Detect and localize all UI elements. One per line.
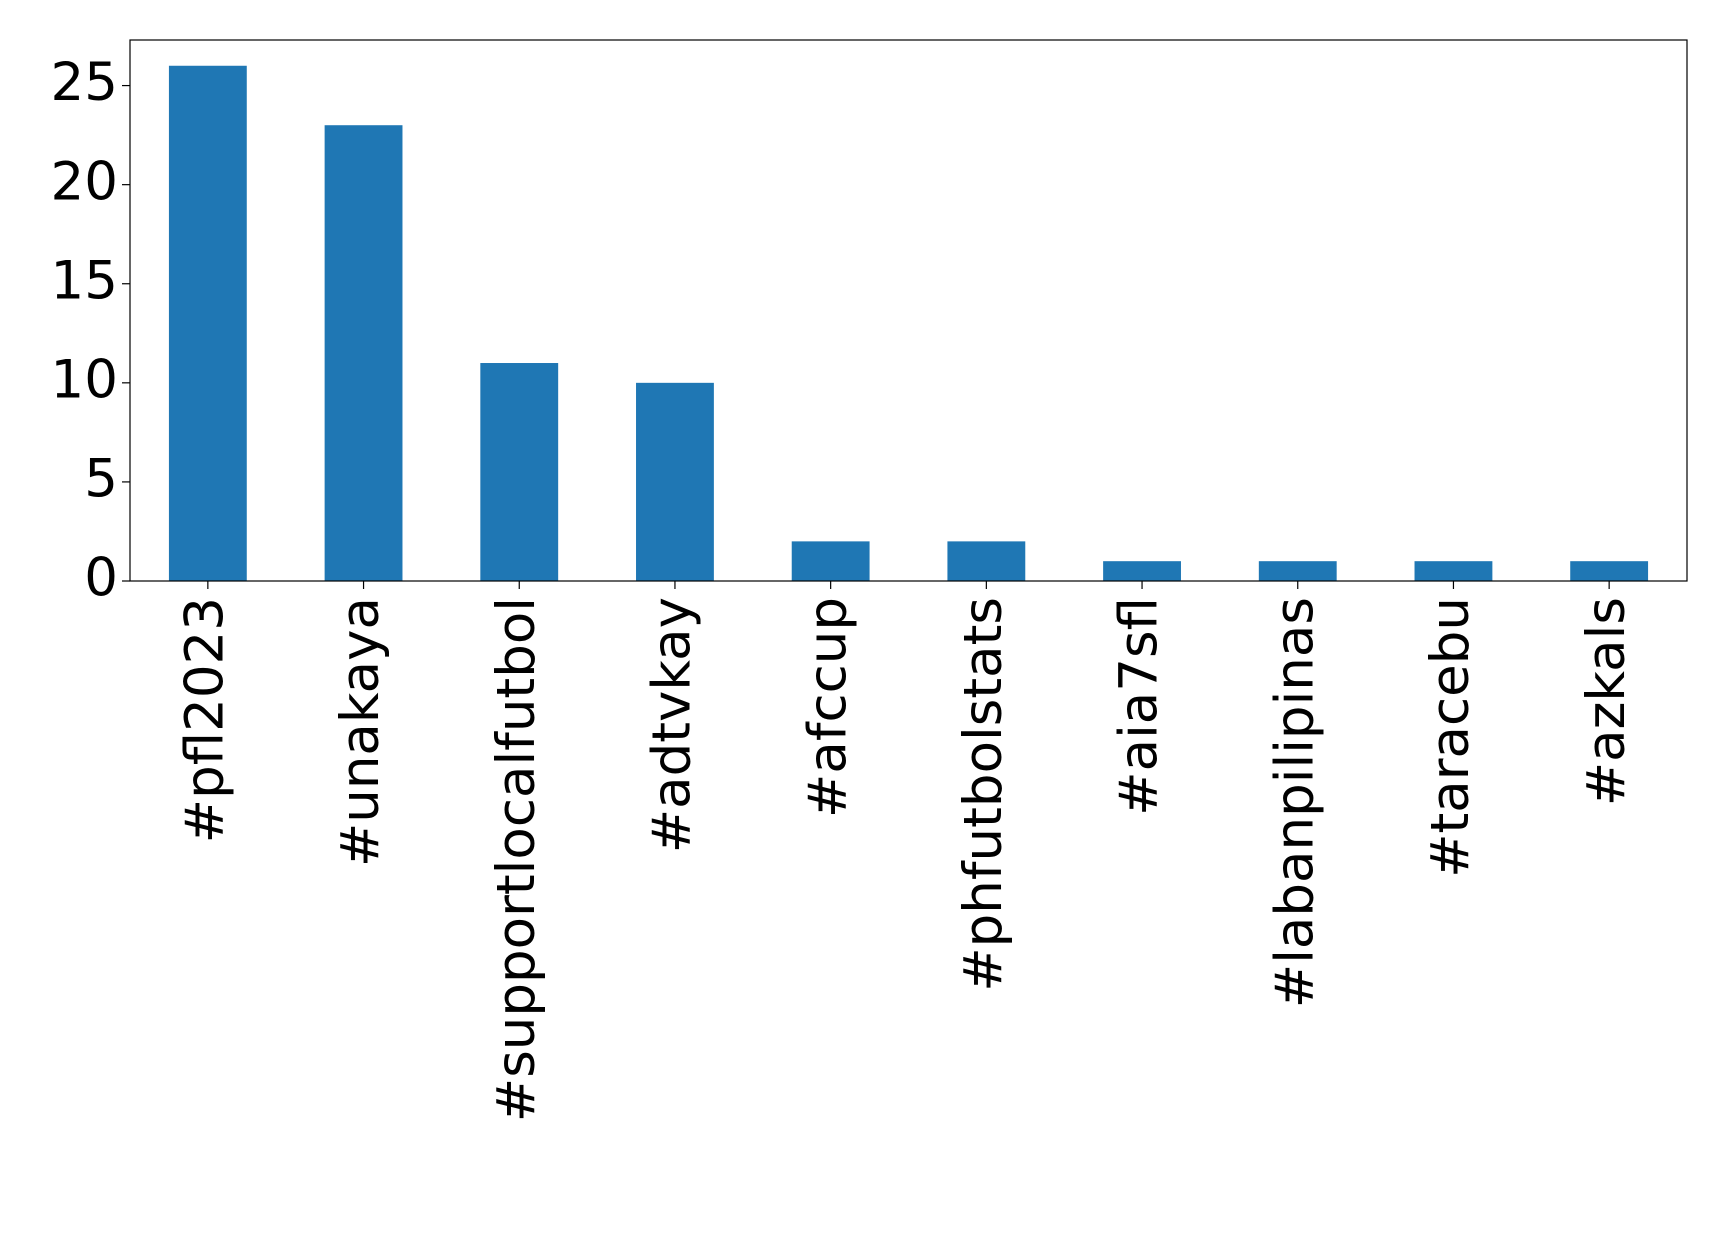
x-tick-label: #pfl2023: [174, 597, 235, 843]
bar: [168, 65, 247, 581]
y-tick-label: 5: [84, 449, 118, 510]
y-tick-label: 15: [51, 250, 118, 311]
x-tick-label: #labanpilipinas: [1264, 597, 1325, 1008]
x-tick-label: #supportlocalfutbol: [486, 597, 547, 1122]
y-tick-label: 20: [51, 151, 118, 212]
bar: [791, 541, 870, 581]
x-tick-label: #taracebu: [1420, 597, 1481, 878]
bar: [947, 541, 1026, 581]
x-tick-label: #aia7sfl: [1109, 597, 1170, 816]
x-tick-label: #phfutbolstats: [953, 597, 1014, 992]
y-tick-label: 25: [51, 52, 118, 113]
y-tick-label: 10: [51, 349, 118, 410]
x-tick-label: #azkals: [1576, 597, 1637, 806]
bar: [1414, 561, 1493, 581]
bar: [480, 363, 559, 581]
bar: [1103, 561, 1181, 581]
bar: [324, 125, 403, 581]
plot-frame: [129, 39, 1688, 582]
x-tick-label: #adtvkay: [642, 597, 703, 853]
x-tick-label: #afccup: [797, 597, 858, 818]
x-tick-label: #unakaya: [330, 597, 391, 867]
y-tick-label: 0: [84, 548, 118, 609]
bar: [1258, 561, 1337, 581]
bar: [1570, 561, 1649, 581]
bar: [636, 382, 714, 581]
